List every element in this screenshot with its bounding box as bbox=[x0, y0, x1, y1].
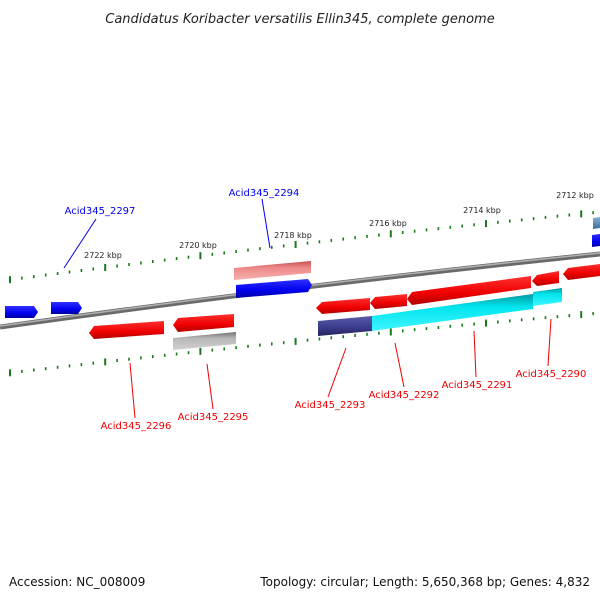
kbp-label-2716: 2716 kbp bbox=[369, 219, 407, 228]
kbp-label-2722: 2722 kbp bbox=[84, 251, 122, 260]
gene-acid345-2296[interactable] bbox=[89, 321, 164, 339]
kbp-label-2712: 2712 kbp bbox=[556, 191, 594, 200]
label-acid345-2290[interactable]: Acid345_2290 bbox=[516, 369, 587, 380]
gene-acid345-2297[interactable] bbox=[51, 302, 82, 314]
gene-red-a[interactable] bbox=[316, 298, 370, 314]
gene-red-c[interactable] bbox=[407, 276, 531, 305]
kbp-label-2714: 2714 kbp bbox=[463, 206, 501, 215]
gene-red-e[interactable] bbox=[563, 264, 600, 280]
gene-acid345-2293[interactable] bbox=[318, 316, 372, 336]
gene-grey[interactable] bbox=[173, 332, 236, 350]
outer-tick-row bbox=[9, 210, 594, 284]
gene-acid345-2290[interactable] bbox=[533, 288, 562, 306]
label-acid345-2292[interactable]: Acid345_2292 bbox=[369, 390, 440, 401]
accession-text: Accession: NC_008009 bbox=[9, 575, 145, 589]
kbp-label-2720: 2720 kbp bbox=[179, 241, 217, 250]
forward-genes bbox=[5, 217, 600, 318]
genome-summary-text: Topology: circular; Length: 5,650,368 bp… bbox=[259, 575, 590, 589]
gene-red-b[interactable] bbox=[370, 294, 407, 309]
label-acid345-2294[interactable]: Acid345_2294 bbox=[229, 188, 300, 199]
kbp-label-2718: 2718 kbp bbox=[274, 231, 312, 240]
gene-acid345-2295[interactable] bbox=[173, 314, 234, 332]
reverse-genes bbox=[89, 264, 600, 350]
gene-acid345-2294[interactable] bbox=[236, 279, 312, 298]
genome-title: Candidatus Koribacter versatilis Ellin34… bbox=[105, 12, 494, 27]
gene-arrow-edge[interactable] bbox=[592, 234, 600, 247]
label-acid345-2293[interactable]: Acid345_2293 bbox=[295, 400, 366, 411]
gene-arrow[interactable] bbox=[5, 306, 38, 318]
label-acid345-2296[interactable]: Acid345_2296 bbox=[101, 421, 172, 432]
gene-acid345-2292[interactable] bbox=[372, 294, 533, 331]
gene-arrow-edge-steel[interactable] bbox=[593, 217, 600, 229]
gene-red-d[interactable] bbox=[532, 271, 559, 286]
label-acid345-2291[interactable]: Acid345_2291 bbox=[442, 380, 513, 391]
label-acid345-2295[interactable]: Acid345_2295 bbox=[178, 412, 249, 423]
leader-lines bbox=[63, 198, 552, 419]
gene-pink[interactable] bbox=[234, 261, 311, 280]
inner-tick-row bbox=[9, 311, 594, 377]
label-acid345-2297[interactable]: Acid345_2297 bbox=[65, 206, 136, 217]
